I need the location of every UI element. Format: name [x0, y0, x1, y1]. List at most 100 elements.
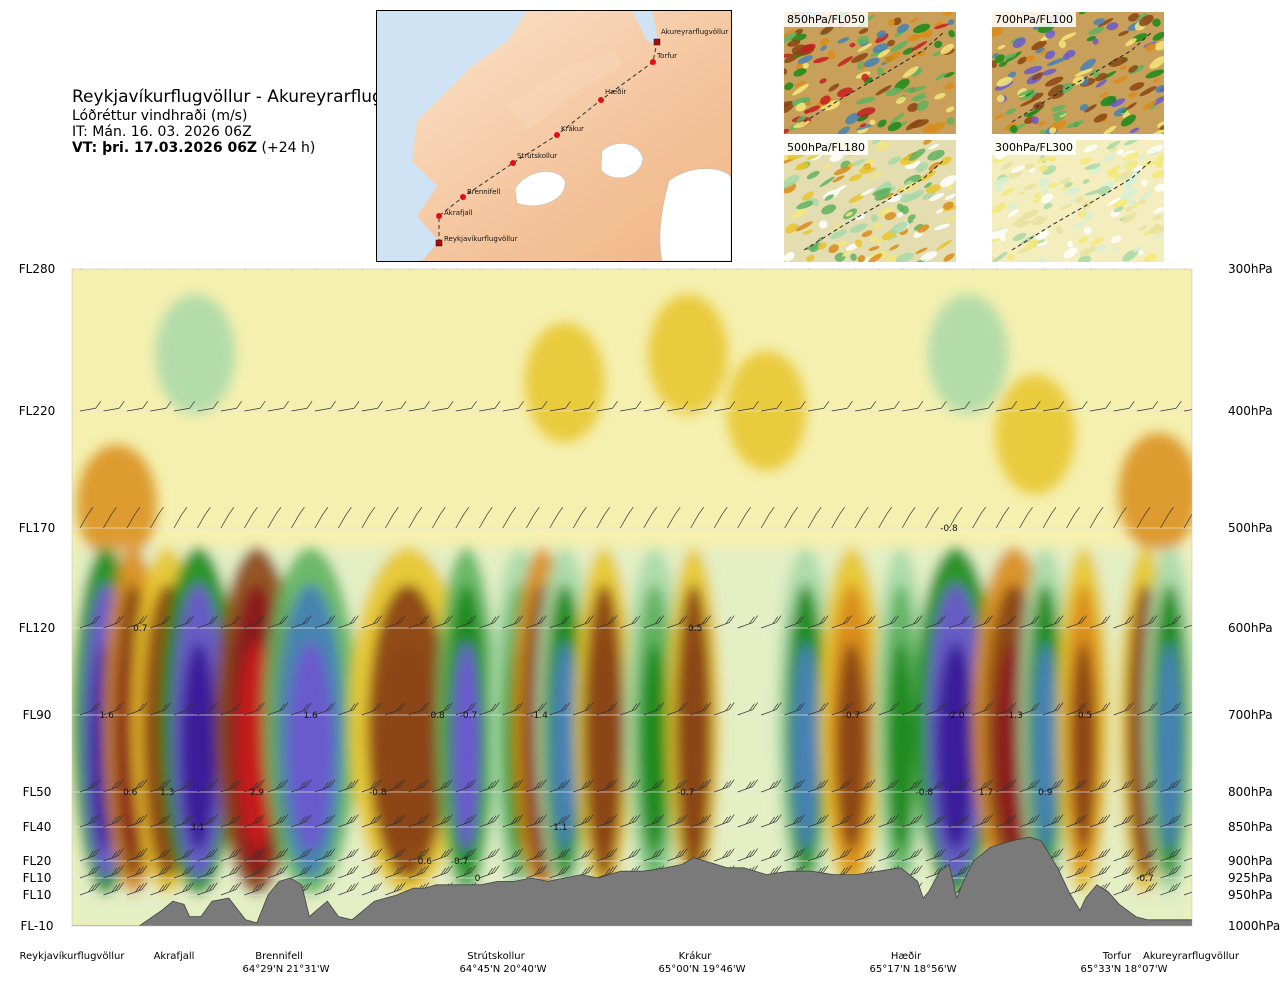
barb-feather [306, 615, 312, 623]
barb-feather [322, 506, 329, 515]
barb-shaft [1089, 786, 1106, 793]
level-map-850[interactable]: 850hPa/FL050 [784, 12, 956, 134]
barb-feather [1082, 401, 1088, 409]
barb-feather [420, 703, 426, 711]
barb-feather [916, 848, 923, 856]
level-map-blob [947, 19, 955, 26]
level-map-blob [1128, 65, 1139, 73]
barb-feather [1104, 702, 1111, 710]
value-label: 1.6 [303, 711, 318, 721]
wind-barb [103, 865, 124, 879]
barb-feather [370, 850, 376, 859]
barb-shaft [1066, 407, 1083, 412]
barb-shaft [948, 513, 958, 529]
barb-feather [161, 815, 168, 823]
barb-feather [259, 882, 265, 890]
barb-shaft [385, 786, 401, 793]
barb-feather [769, 781, 775, 790]
barb-feather [1098, 867, 1104, 876]
barb-feather [306, 401, 313, 409]
barb-feather [185, 883, 191, 891]
barb-feather [400, 615, 406, 623]
level-map-300[interactable]: 300hPa/FL300 [992, 140, 1164, 262]
barb-shaft [549, 407, 566, 412]
barb-shaft [1136, 513, 1146, 529]
barb-shaft [103, 513, 112, 529]
barb-feather [534, 867, 541, 876]
barb-shaft [549, 622, 565, 629]
barb-feather [393, 867, 400, 876]
level-map-blobs [992, 12, 1164, 134]
wind-barb [596, 865, 618, 879]
barb-feather [138, 703, 144, 711]
barb-shaft [1066, 821, 1082, 828]
barb-feather [1010, 615, 1017, 623]
barb-feather [937, 703, 943, 711]
wind-barb [267, 779, 289, 793]
level-map-blob [1152, 77, 1160, 84]
barb-feather [937, 849, 943, 857]
wind-barb [1113, 779, 1134, 793]
wind-barb [244, 882, 265, 896]
barb-shaft [126, 513, 136, 529]
barb-feather [114, 616, 121, 624]
barb-shaft [690, 786, 706, 793]
barb-shaft [596, 855, 612, 862]
barb-feather [1128, 882, 1134, 890]
barb-feather [1128, 615, 1134, 623]
wind-barb [220, 882, 242, 896]
barb-feather [775, 865, 782, 873]
level-map-blob [857, 255, 866, 262]
barb-feather [1010, 814, 1017, 822]
waypoint-label: Torfur [656, 52, 677, 60]
barb-feather [843, 616, 849, 624]
barb-feather [1054, 849, 1061, 857]
barb-feather [917, 401, 924, 409]
barb-feather [235, 779, 242, 787]
barb-shaft [831, 709, 847, 716]
barb-shaft [314, 855, 331, 862]
barb-feather [237, 259, 242, 266]
barb-feather [1104, 882, 1111, 890]
barb-feather [323, 850, 329, 859]
route-line [438, 41, 658, 243]
barb-feather [869, 865, 876, 873]
barb-feather [447, 779, 453, 787]
barb-feather [416, 506, 423, 515]
barb-feather [326, 849, 332, 857]
level-map-500[interactable]: 500hPa/FL180 [784, 140, 956, 262]
wind-barb [455, 269, 458, 270]
barb-feather [768, 506, 775, 515]
route-map[interactable]: Akureyrarflugvöllur Torfur Hæðir Krákur Strú… [376, 10, 732, 262]
pressure-label: 925hPa [1228, 871, 1273, 885]
wind-barb [432, 702, 453, 716]
barb-feather [1097, 506, 1104, 515]
barb-feather [517, 779, 524, 787]
wind-barb [244, 401, 266, 412]
wind-barb [385, 615, 406, 629]
level-map-blob [821, 204, 837, 215]
barb-feather [725, 616, 732, 624]
barb-feather [282, 779, 289, 787]
barb-shaft [667, 855, 683, 862]
barb-shaft [1160, 709, 1176, 716]
value-label: -0.7 [1136, 874, 1154, 884]
barb-feather [94, 865, 101, 873]
barb-feather [772, 780, 779, 788]
barb-feather [1004, 816, 1010, 825]
barb-shaft [150, 786, 166, 793]
level-map-700[interactable]: 700hPa/FL100 [992, 12, 1164, 134]
level-map-blob [1145, 69, 1164, 79]
barb-feather [1077, 815, 1084, 823]
barb-feather [354, 259, 359, 266]
wind-barb [502, 814, 524, 828]
level-map-blob [908, 148, 926, 161]
wind-barb [784, 702, 806, 716]
wind-barb [173, 848, 195, 862]
barb-feather [775, 702, 782, 710]
barb-shaft [525, 513, 535, 529]
barb-feather [916, 615, 923, 623]
wind-barb [361, 865, 383, 879]
level-map-blob [1038, 164, 1049, 172]
barb-shaft [878, 513, 887, 529]
